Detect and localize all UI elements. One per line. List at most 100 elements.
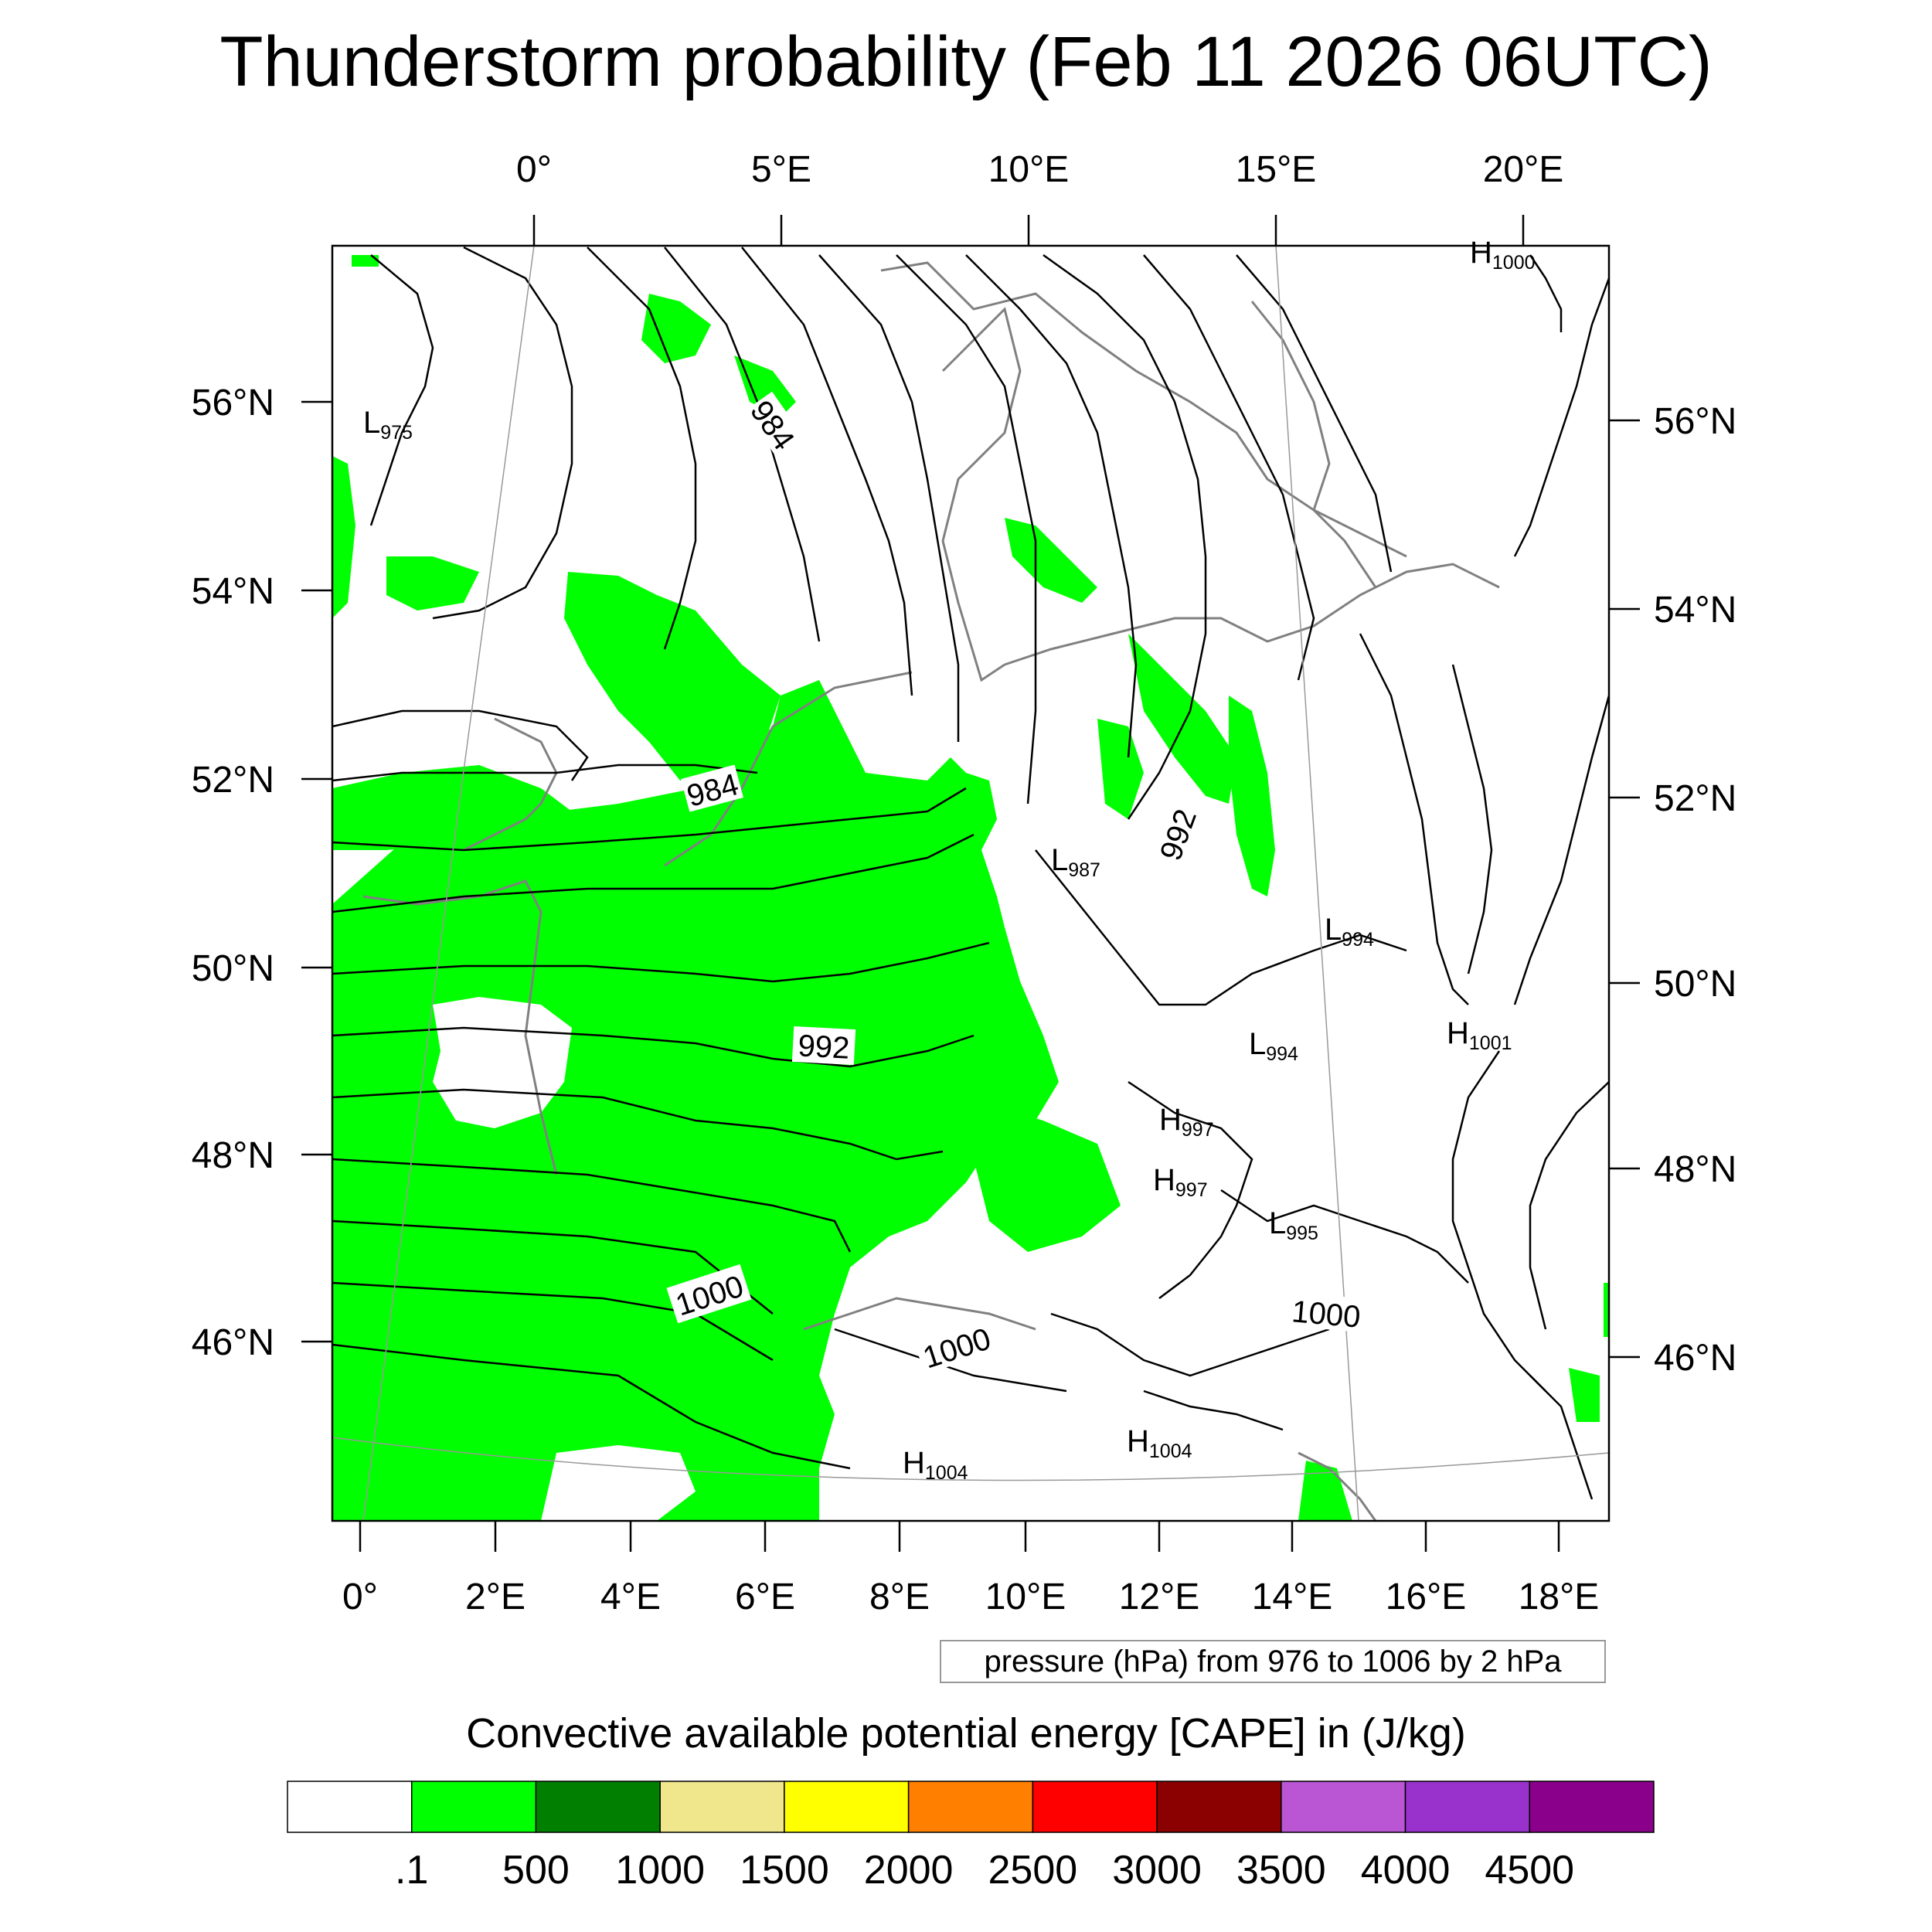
colorbar-label: .1 bbox=[395, 1848, 428, 1893]
isobar-8 bbox=[332, 833, 975, 913]
isobars bbox=[332, 246, 1609, 1500]
isobar-23 bbox=[1035, 849, 1407, 1006]
isobar-27 bbox=[1359, 633, 1469, 1005]
left-lat-label: 56°N bbox=[192, 383, 274, 423]
top-lon-label: 0° bbox=[516, 149, 552, 190]
pressure-center: H1004 bbox=[1127, 1424, 1192, 1462]
colorbar-swatch bbox=[1529, 1781, 1655, 1833]
isobar-31 bbox=[1529, 1081, 1609, 1330]
isobar-18 bbox=[965, 254, 1138, 758]
cape-north-area bbox=[564, 572, 781, 788]
isobar-25 bbox=[1220, 1189, 1469, 1284]
isobar-10 bbox=[332, 764, 758, 782]
colorbar-label: 1000 bbox=[615, 1848, 705, 1893]
left-lat-labels: 56°N 54°N 52°N 50°N 48°N 46°N bbox=[192, 383, 274, 1363]
bottom-lon-label: 8°E bbox=[869, 1577, 930, 1617]
colorbar-swatch bbox=[1032, 1781, 1158, 1833]
left-lat-label: 46°N bbox=[192, 1322, 274, 1363]
colorbar-swatch bbox=[535, 1781, 661, 1833]
left-lat-label: 52°N bbox=[192, 760, 274, 801]
cape-alps-patch bbox=[974, 1105, 1121, 1252]
isobar-4 bbox=[332, 1158, 852, 1253]
isobar-16 bbox=[818, 254, 960, 742]
right-lat-label: 56°N bbox=[1654, 401, 1736, 442]
bottom-lon-label: 6°E bbox=[735, 1577, 795, 1617]
cape-scotland-area bbox=[386, 556, 479, 611]
isobar-5 bbox=[332, 1088, 944, 1161]
bottom-lon-label: 2°E bbox=[465, 1577, 526, 1617]
isobar-15 bbox=[741, 247, 913, 696]
pressure-center: L975 bbox=[363, 406, 413, 444]
cape-uk-area bbox=[332, 765, 572, 850]
chart-title: Thunderstorm probability (Feb 11 2026 06… bbox=[219, 22, 1713, 101]
isobar-14 bbox=[664, 247, 821, 642]
axis-ticks bbox=[301, 215, 1640, 1552]
top-lon-label: 10°E bbox=[988, 149, 1070, 190]
isobar-11 bbox=[332, 709, 589, 781]
coast-britain-east bbox=[463, 717, 558, 852]
isobar-21 bbox=[1236, 254, 1393, 573]
colorbar: .1 500 1000 1500 2000 2500 3000 3500 4000 4500 bbox=[287, 1781, 1655, 1893]
contour-label: 1000 bbox=[1291, 1294, 1362, 1335]
map-frame bbox=[331, 244, 1611, 1522]
cape-east-patch bbox=[1569, 1368, 1600, 1422]
coastlines bbox=[362, 261, 1500, 1521]
coast-adriatic bbox=[1298, 1451, 1377, 1521]
right-lat-label: 50°N bbox=[1654, 964, 1736, 1005]
isobar-30 bbox=[1451, 1050, 1546, 1392]
pressure-center: L987 bbox=[1051, 843, 1100, 881]
colorbar-label: 4500 bbox=[1485, 1848, 1574, 1893]
pressure-center: L994 bbox=[1325, 913, 1374, 951]
isobar-26 bbox=[1050, 1312, 1330, 1377]
cape-adriatic-patch bbox=[1298, 1461, 1352, 1521]
right-lat-label: 54°N bbox=[1654, 590, 1736, 631]
isobar-32 bbox=[1529, 254, 1563, 332]
colorbar-title: Convective available potential energy [C… bbox=[466, 1710, 1466, 1757]
top-lon-label: 15°E bbox=[1236, 149, 1317, 190]
bottom-lon-label: 4°E bbox=[600, 1577, 661, 1617]
top-lon-label: 20°E bbox=[1483, 149, 1564, 190]
cape-left-strip bbox=[332, 456, 355, 618]
cape-skagerrak-patch bbox=[734, 355, 796, 417]
right-lat-label: 48°N bbox=[1654, 1149, 1736, 1190]
colorbar-swatch bbox=[410, 1781, 537, 1833]
bottom-lon-label: 14°E bbox=[1252, 1577, 1333, 1617]
cape-germany-patch bbox=[1097, 719, 1144, 819]
coast-denmark bbox=[941, 307, 1022, 682]
colorbar-swatch bbox=[659, 1781, 785, 1833]
contour-labels: 984 984 992 992 1000 1000 1000 bbox=[666, 391, 1366, 1376]
bottom-lon-label: 12°E bbox=[1119, 1577, 1200, 1617]
graticule-0E bbox=[362, 246, 535, 1521]
isobar-28 bbox=[1451, 664, 1493, 975]
coast-channel bbox=[362, 879, 558, 1175]
colorbar-label: 2500 bbox=[988, 1848, 1078, 1893]
right-lat-labels: 56°N 54°N 52°N 50°N 48°N 46°N bbox=[1654, 401, 1736, 1379]
pressure-center: H1000 bbox=[1470, 236, 1536, 274]
left-lat-label: 48°N bbox=[192, 1135, 274, 1176]
isobar-13 bbox=[587, 247, 697, 650]
isobar-12 bbox=[432, 246, 573, 620]
pressure-centers: L975 H1000 L987 L994 L994 H1001 H997 H99… bbox=[363, 236, 1536, 1484]
colorbar-swatch bbox=[907, 1781, 1034, 1833]
graticule-45N bbox=[332, 1437, 1609, 1481]
colorbar-label: 3000 bbox=[1112, 1848, 1202, 1893]
top-lon-labels: 0° 5°E 10°E 15°E 20°E bbox=[516, 149, 1563, 190]
contour-info-box: pressure (hPa) from 976 to 1006 by 2 hPa bbox=[940, 1640, 1606, 1683]
top-lon-label: 5°E bbox=[751, 149, 811, 190]
bottom-lon-label: 10°E bbox=[985, 1577, 1066, 1617]
cape-main-area bbox=[332, 680, 1059, 1521]
colorbar-label: 3500 bbox=[1236, 1848, 1326, 1893]
colorbar-label: 4000 bbox=[1361, 1848, 1451, 1893]
cape-holes bbox=[433, 997, 696, 1521]
coast-baltic-south bbox=[1004, 563, 1500, 666]
isobar-22 bbox=[369, 254, 434, 526]
isobar-1 bbox=[332, 1343, 851, 1470]
cape-top-left-patch bbox=[352, 255, 379, 267]
pressure-center: H997 bbox=[1159, 1103, 1214, 1141]
contour-label: 992 bbox=[797, 1029, 850, 1065]
isobar-19 bbox=[1043, 253, 1207, 820]
right-lat-label: 52°N bbox=[1654, 778, 1736, 819]
colorbar-label: 2000 bbox=[864, 1848, 954, 1893]
isobar-33 bbox=[1513, 277, 1609, 557]
